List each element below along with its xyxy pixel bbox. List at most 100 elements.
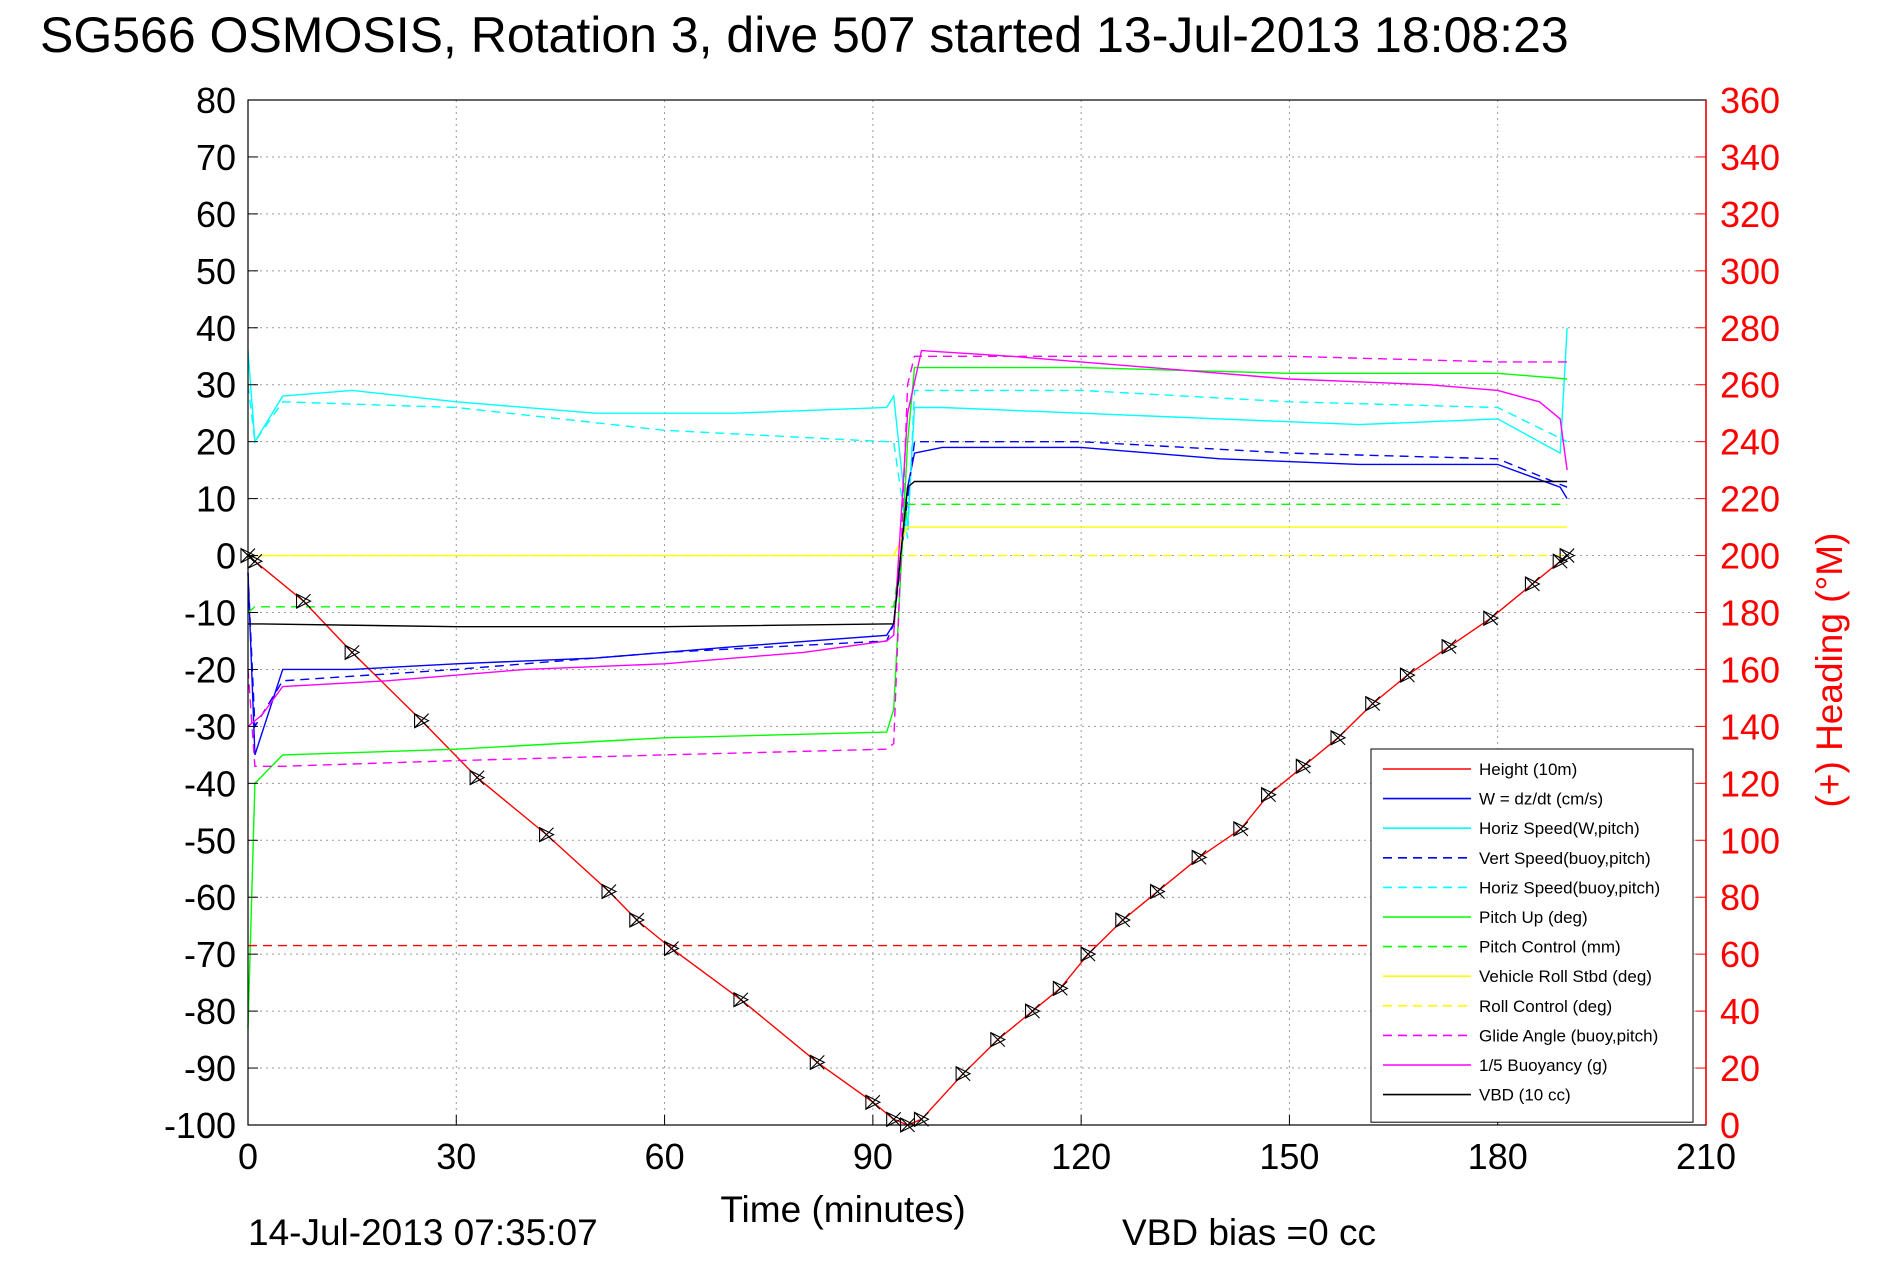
series-horiz-speed-buoy-pitch — [247, 384, 1568, 539]
right-tick-label: 180 — [1720, 593, 1780, 634]
x-tick-label: 120 — [1051, 1136, 1111, 1177]
depth-marker — [733, 991, 750, 1008]
right-tick-label: 140 — [1720, 706, 1780, 747]
right-tick-label: 240 — [1720, 422, 1780, 463]
y-tick-label: -30 — [184, 706, 236, 747]
depth-marker — [1559, 547, 1576, 564]
y-tick-label: 30 — [196, 365, 236, 406]
right-tick-label: 260 — [1720, 365, 1780, 406]
legend-entry: W = dz/dt (cm/s) — [1479, 790, 1603, 809]
series-1-5-buoyancy-g — [247, 349, 1568, 727]
y-tick-label: 0 — [216, 536, 236, 577]
y-tick-label: 60 — [196, 194, 236, 235]
depth-marker — [344, 644, 361, 661]
x-tick-label: 180 — [1468, 1136, 1528, 1177]
legend-entry: Pitch Up (deg) — [1479, 908, 1588, 927]
legend-entry: VBD (10 cc) — [1479, 1086, 1571, 1105]
x-tick-label: 90 — [853, 1136, 893, 1177]
depth-marker — [886, 1111, 902, 1128]
depth-marker — [1399, 667, 1416, 684]
depth-marker — [295, 593, 312, 610]
x-tick-label: 150 — [1259, 1136, 1319, 1177]
series-horiz-speed-w-pitch — [247, 327, 1568, 528]
x-axis-label: Time (minutes) — [720, 1189, 965, 1230]
y-tick-label: -10 — [184, 593, 236, 634]
depth-marker — [469, 769, 486, 786]
y-tick-label: 10 — [196, 479, 236, 520]
x-tick-label: 210 — [1676, 1136, 1736, 1177]
depth-marker — [1024, 1003, 1041, 1019]
right-tick-label: 360 — [1720, 80, 1780, 121]
right-tick-label: 160 — [1720, 649, 1780, 690]
legend-entry: Horiz Speed(buoy,pitch) — [1479, 878, 1660, 897]
depth-marker — [663, 940, 680, 957]
depth-marker — [538, 826, 555, 843]
depth-marker — [601, 883, 618, 900]
depth-marker — [1080, 946, 1097, 963]
chart-title: SG566 OSMOSIS, Rotation 3, dive 507 star… — [40, 7, 1569, 63]
y-tick-label: 80 — [196, 80, 236, 121]
depth-marker — [1233, 820, 1250, 837]
x-tick-label: 60 — [645, 1136, 685, 1177]
right-tick-label: 320 — [1720, 194, 1780, 235]
right-tick-label: 0 — [1720, 1105, 1740, 1146]
depth-marker — [629, 912, 646, 928]
depth-marker — [414, 712, 430, 729]
depth-marker — [1115, 912, 1132, 928]
x-tick-label: 30 — [436, 1136, 476, 1177]
right-tick-label: 60 — [1720, 934, 1760, 975]
depth-marker — [247, 553, 264, 570]
depth-marker — [1191, 849, 1208, 866]
series-vehicle-roll-stbd-deg — [248, 526, 1568, 557]
footer-timestamp: 14-Jul-2013 07:35:07 — [248, 1212, 598, 1253]
right-tick-label: 120 — [1720, 763, 1780, 804]
right-tick-label: 20 — [1720, 1048, 1760, 1089]
right-axis-label: (+) Heading (°M) — [1809, 533, 1850, 808]
legend-entry: Glide Angle (buoy,pitch) — [1479, 1026, 1658, 1045]
y-tick-label: -40 — [184, 763, 236, 804]
depth-marker — [1330, 729, 1347, 746]
series-pitch-up-deg — [247, 366, 1568, 1029]
x-tick-label: 0 — [238, 1136, 258, 1177]
series-glide-angle-buoy-pitch — [247, 355, 1568, 767]
right-tick-label: 340 — [1720, 137, 1780, 178]
depth-marker — [990, 1031, 1007, 1048]
depth-marker — [913, 1111, 930, 1128]
y-tick-label: 20 — [196, 422, 236, 463]
depth-marker — [1524, 576, 1541, 592]
depth-marker — [1295, 758, 1312, 775]
legend-entry: Horiz Speed(W,pitch) — [1479, 819, 1640, 838]
vbd-bias-label: VBD bias =0 cc — [1122, 1212, 1376, 1253]
y-tick-label: -60 — [184, 877, 236, 918]
y-tick-label: -20 — [184, 649, 236, 690]
legend-entry: 1/5 Buoyancy (g) — [1479, 1056, 1608, 1075]
legend: Height (10m) W = dz/dt (cm/s) Horiz Speed(… — [1370, 748, 1694, 1123]
depth-marker — [809, 1054, 826, 1071]
series-vbd-10-cc — [248, 480, 1568, 628]
axes: 0 30 60 90 120 150 180 21080706050403020100-10-… — [164, 80, 1780, 1177]
right-tick-label: 300 — [1720, 251, 1780, 292]
right-tick-label: 40 — [1720, 991, 1760, 1032]
depth-marker — [1149, 883, 1166, 900]
right-tick-label: 200 — [1720, 536, 1780, 577]
legend-entry: Vert Speed(buoy,pitch) — [1479, 849, 1651, 868]
legend-entry: Roll Control (deg) — [1479, 997, 1612, 1016]
y-tick-label: -90 — [184, 1048, 236, 1089]
series-height-10m — [247, 555, 1568, 1126]
y-tick-label: -70 — [184, 934, 236, 975]
right-tick-label: 280 — [1720, 308, 1780, 349]
depth-marker — [1483, 610, 1499, 627]
depth-marker — [1052, 980, 1069, 997]
depth-marker — [1261, 786, 1277, 803]
depth-marker — [865, 1094, 882, 1111]
y-tick-label: -80 — [184, 991, 236, 1032]
right-tick-label: 220 — [1720, 479, 1780, 520]
y-tick-label: 70 — [196, 137, 236, 178]
depth-marker — [1365, 695, 1381, 712]
y-tick-label: -50 — [184, 820, 236, 861]
plot-series — [240, 327, 1576, 1133]
legend-entry: Vehicle Roll Stbd (deg) — [1479, 967, 1652, 986]
legend-entry: Height (10m) — [1479, 760, 1577, 779]
y-tick-label: -100 — [164, 1105, 236, 1146]
